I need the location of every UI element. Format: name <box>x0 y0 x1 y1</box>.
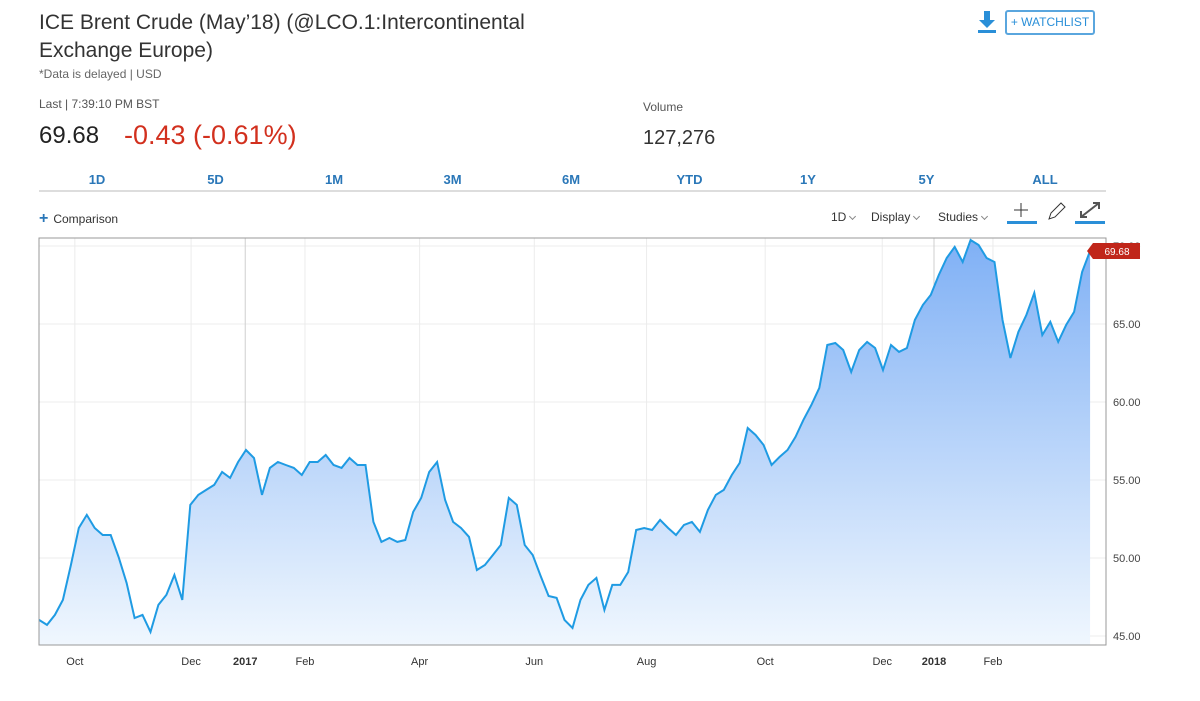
comparison-label: Comparison <box>53 212 119 226</box>
chart-tools <box>1007 202 1105 224</box>
x-tick-label: Feb <box>983 656 1002 668</box>
x-tick-label: 2018 <box>922 656 946 668</box>
volume-label: Volume <box>643 100 684 114</box>
x-tick-label: Dec <box>181 656 201 668</box>
studies-menu[interactable]: Studies <box>938 210 987 224</box>
y-tick-label: 65.00 <box>1113 319 1141 331</box>
price-line <box>38 238 1092 635</box>
x-tick-label: 2017 <box>233 656 257 668</box>
x-tick-label: Aug <box>637 656 657 668</box>
area-fill <box>39 240 1091 645</box>
interval-menu[interactable]: 1D <box>831 210 855 224</box>
crosshair-tool[interactable] <box>1007 203 1037 224</box>
range-button[interactable]: 5Y <box>918 172 935 187</box>
last-price-tag-label: 69.68 <box>1104 247 1129 258</box>
y-tick-label: 60.00 <box>1113 397 1141 409</box>
volume: 127,276 <box>643 127 716 149</box>
range-button[interactable]: 6M <box>561 172 581 187</box>
range-bar: 1D 5D 1M 3M 6M YTD 1Y 5Y ALL <box>39 172 1106 192</box>
last-label: Last | 7:39:10 PM BST <box>39 97 160 111</box>
range-button[interactable]: YTD <box>676 172 703 187</box>
download-icon[interactable] <box>977 11 997 33</box>
y-tick-label: 45.00 <box>1113 631 1141 643</box>
display-menu[interactable]: Display <box>871 210 919 224</box>
range-button[interactable]: 1M <box>324 172 344 187</box>
watchlist-button[interactable]: + WATCHLIST <box>1005 10 1095 35</box>
x-tick-label: Oct <box>66 656 83 668</box>
y-tick-label: 55.00 <box>1113 475 1141 487</box>
last-price-tag <box>1087 242 1140 259</box>
last-price: 69.68 <box>39 122 100 149</box>
range-button[interactable]: ALL <box>1032 172 1058 187</box>
x-tick-label: Apr <box>411 656 428 668</box>
x-tick-label: Feb <box>295 656 314 668</box>
plot-border <box>38 237 1107 646</box>
range-button[interactable]: 1D <box>88 172 106 187</box>
y-tick-label: 50.00 <box>1113 553 1141 565</box>
x-tick-label: Oct <box>757 656 774 668</box>
range-button[interactable]: 3M <box>443 172 462 187</box>
draw-tool[interactable] <box>1048 202 1066 220</box>
data-note: *Data is delayed | USD <box>39 67 162 81</box>
x-tick-label: Dec <box>872 656 892 668</box>
comparison-button[interactable]: + Comparison <box>39 210 119 227</box>
price-change: -0.43 (-0.61%) <box>124 120 297 150</box>
expand-tool[interactable] <box>1075 202 1105 224</box>
range-button[interactable]: 5D <box>207 172 224 187</box>
x-tick-label: Jun <box>525 656 543 668</box>
range-button[interactable]: 1Y <box>800 172 816 187</box>
title: ICE Brent Crude (May’18) (@LCO.1:Interco… <box>39 11 525 62</box>
